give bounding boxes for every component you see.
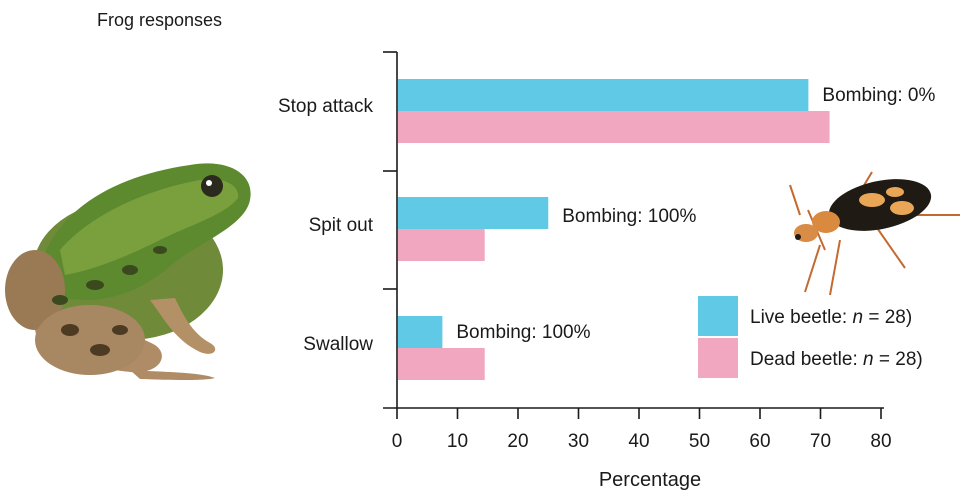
bar bbox=[398, 79, 809, 111]
legend-label: Live beetle: n = 28) bbox=[750, 307, 912, 328]
legend-label-suffix: = 28) bbox=[874, 349, 923, 370]
bar-annotation: Bombing: 0% bbox=[822, 85, 935, 106]
x-tick-group: 0 10 20 30 40 50 60 70 80 bbox=[392, 408, 892, 452]
bar-annotation: Bombing: 100% bbox=[562, 206, 696, 227]
x-tick-label: 20 bbox=[507, 431, 528, 452]
bar bbox=[398, 316, 443, 348]
legend-swatch bbox=[698, 296, 738, 336]
bar-series-group bbox=[398, 79, 830, 380]
legend-label-prefix: Dead beetle: bbox=[750, 349, 863, 370]
legend-swatch bbox=[698, 338, 738, 378]
bar bbox=[398, 229, 485, 261]
x-tick-label: 60 bbox=[749, 431, 770, 452]
x-tick-label: 30 bbox=[568, 431, 589, 452]
legend-label-prefix: Live beetle: bbox=[750, 307, 852, 328]
x-tick-label: 70 bbox=[810, 431, 831, 452]
chart-title: Frog responses bbox=[97, 10, 223, 30]
x-tick-label: 50 bbox=[689, 431, 710, 452]
x-tick-label: 0 bbox=[392, 431, 403, 452]
legend-label-n: n bbox=[852, 307, 863, 328]
bar bbox=[398, 348, 485, 380]
x-tick-label: 40 bbox=[628, 431, 649, 452]
legend: Live beetle: n = 28)Dead beetle: n = 28) bbox=[698, 296, 923, 378]
category-label-group: Stop attack Spit out Swallow bbox=[278, 96, 374, 355]
x-tick-label: 10 bbox=[447, 431, 468, 452]
x-tick-label: 80 bbox=[870, 431, 891, 452]
annotation-group: Bombing: 0% Bombing: 100% Bombing: 100% bbox=[456, 85, 935, 343]
bar bbox=[398, 111, 830, 143]
x-axis-label: Percentage bbox=[598, 469, 702, 491]
category-label: Swallow bbox=[303, 334, 373, 355]
frog-image bbox=[5, 163, 251, 380]
beetle-image bbox=[789, 171, 960, 296]
legend-label-n: n bbox=[863, 349, 874, 370]
bar bbox=[398, 197, 549, 229]
legend-label-suffix: = 28) bbox=[863, 307, 912, 328]
legend-label: Dead beetle: n = 28) bbox=[750, 349, 923, 370]
category-label: Spit out bbox=[309, 215, 374, 236]
bar-annotation: Bombing: 100% bbox=[456, 322, 590, 343]
category-label: Stop attack bbox=[278, 96, 374, 117]
